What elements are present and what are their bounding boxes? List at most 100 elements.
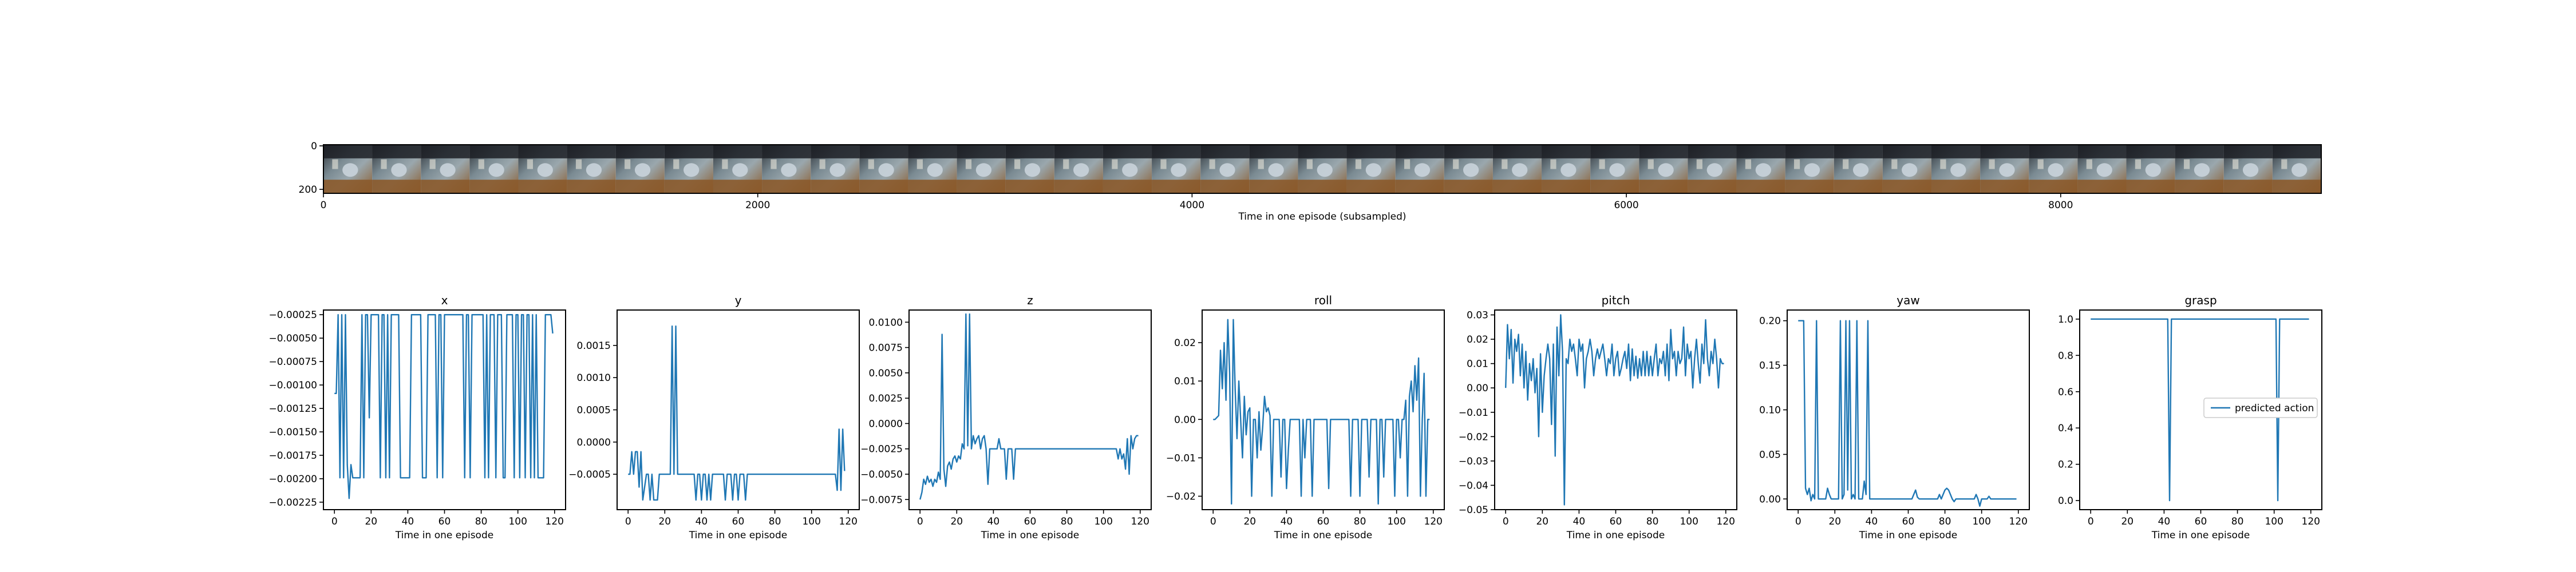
x-tick-label: 60 xyxy=(1317,516,1330,527)
x-axis-label: Time in one episode xyxy=(1566,530,1665,541)
x-tick-label: 120 xyxy=(2009,516,2028,527)
x-tick-label: 20 xyxy=(2121,516,2134,527)
y-tick-label: 0.0005 xyxy=(577,405,611,416)
y-tick-label: −0.0005 xyxy=(568,469,611,480)
filmstrip-frame xyxy=(1200,145,1250,193)
filmstrip-frame xyxy=(2077,145,2127,193)
filmstrip-frame xyxy=(2223,145,2273,193)
filmstrip-frame xyxy=(1590,145,1639,193)
y-tick-label: −0.01 xyxy=(1459,407,1488,419)
filmstrip-frame xyxy=(1249,145,1298,193)
y-tick-label: 0.03 xyxy=(1467,310,1488,321)
y-tick-label: 0.0010 xyxy=(577,372,611,384)
x-tick-label: 60 xyxy=(732,516,745,527)
axes-frame-yaw xyxy=(1787,309,2030,510)
y-tick-label: −0.00150 xyxy=(268,427,317,438)
y-tick-label: 0.10 xyxy=(1759,405,1781,416)
y-tick-label: −0.03 xyxy=(1459,456,1488,467)
y-tick-label: −0.0075 xyxy=(860,494,903,506)
filmstrip-frame xyxy=(1298,145,1347,193)
y-tick-label: −0.00100 xyxy=(268,380,317,391)
y-tick-label: 0.4 xyxy=(2058,423,2073,434)
y-tick-label: 0.0100 xyxy=(869,317,903,328)
x-tick-label: 120 xyxy=(1717,516,1735,527)
y-tick-label: 0.05 xyxy=(1759,449,1781,460)
subplot-grasp: grasp 0 20 40 60 80 100 120 1.0 0.8 0.6 0.4 0.2 0.0 Ti… xyxy=(2058,293,2322,541)
x-tick-label: 0 xyxy=(1503,516,1509,527)
filmstrip-frame xyxy=(908,145,957,193)
x-tick-label: 80 xyxy=(1061,516,1073,527)
episode-filmstrip: 0 2000 4000 6000 8000 0 200 Time in one episod… xyxy=(299,141,2322,223)
filmstrip-frame xyxy=(1980,145,2029,193)
x-tick-label: 80 xyxy=(1939,516,1951,527)
filmstrip-frame xyxy=(1346,145,1396,193)
filmstrip-frame xyxy=(664,145,713,193)
series-line-grasp xyxy=(2091,318,2309,502)
x-tick-label: 100 xyxy=(1094,516,1112,527)
filmstrip-frame xyxy=(1054,145,1103,193)
subplot-title: x xyxy=(441,293,448,307)
filmstrip-frame xyxy=(615,145,665,193)
filmstrip-frames xyxy=(323,145,2321,193)
x-tick-label: 100 xyxy=(1680,516,1698,527)
series-line-z xyxy=(919,313,1139,500)
x-tick-label: 20 xyxy=(658,516,671,527)
x-tick-label: 100 xyxy=(1972,516,1990,527)
filmstrip-frame xyxy=(713,145,762,193)
y-tick-label: 0.0000 xyxy=(869,418,903,430)
x-tick-label: 120 xyxy=(1131,516,1149,527)
x-tick-label: 80 xyxy=(475,516,488,527)
subplot-title: pitch xyxy=(1602,293,1630,307)
axes-frame-y xyxy=(617,309,860,510)
y-tick-label: 0.2 xyxy=(2058,459,2073,471)
filmstrip-frame xyxy=(421,145,470,193)
x-tick-label: 60 xyxy=(438,516,451,527)
y-tick-label: −0.05 xyxy=(1459,505,1488,516)
filmstrip-frame xyxy=(469,145,519,193)
y-tick-label: −0.0050 xyxy=(860,469,903,480)
filmstrip-x-axis-label: Time in one episode (subsampled) xyxy=(1238,211,1406,223)
legend: predicted action xyxy=(2203,398,2318,418)
x-tick-label: 40 xyxy=(1573,516,1586,527)
x-tick-label: 120 xyxy=(546,516,564,527)
filmstrip-frame xyxy=(811,145,860,193)
filmstrip-frame xyxy=(1005,145,1054,193)
x-tick-label: 60 xyxy=(1610,516,1622,527)
filmstrip-y-tick-label: 0 xyxy=(311,141,317,152)
filmstrip-frame xyxy=(323,145,373,193)
x-tick-label: 60 xyxy=(1024,516,1037,527)
filmstrip-frame xyxy=(1492,145,1542,193)
y-tick-label: 0.02 xyxy=(1174,337,1196,349)
filmstrip-frame xyxy=(762,145,811,193)
legend-label: predicted action xyxy=(2235,403,2314,414)
filmstrip-frame xyxy=(2029,145,2078,193)
x-tick-label: 0 xyxy=(625,516,631,527)
y-tick-label: 0.00 xyxy=(1467,383,1488,394)
filmstrip-frame xyxy=(1103,145,1152,193)
y-tick-label: 0.01 xyxy=(1467,359,1488,370)
x-axis-label: Time in one episode xyxy=(2151,530,2250,541)
legend-box xyxy=(2203,398,2318,418)
x-tick-label: 80 xyxy=(1354,516,1366,527)
y-tick-label: −0.0025 xyxy=(860,444,903,455)
y-tick-label: 1.0 xyxy=(2058,314,2073,325)
axes-frame-pitch xyxy=(1494,309,1737,510)
x-tick-label: 120 xyxy=(839,516,858,527)
x-tick-label: 100 xyxy=(802,516,820,527)
filmstrip-x-tick-label: 4000 xyxy=(1180,200,1204,211)
x-tick-label: 80 xyxy=(2231,516,2244,527)
y-tick-label: 0.00 xyxy=(1759,494,1781,505)
filmstrip-frame xyxy=(372,145,421,193)
filmstrip-frame xyxy=(1688,145,1737,193)
series-line-roll xyxy=(1213,319,1430,505)
x-tick-label: 40 xyxy=(1866,516,1878,527)
x-tick-label: 20 xyxy=(1243,516,1256,527)
x-tick-label: 20 xyxy=(365,516,377,527)
y-tick-label: −0.00225 xyxy=(268,497,317,509)
filmstrip-frame xyxy=(957,145,1006,193)
subplot-roll: roll 0 20 40 60 80 100 120 0.02 0.01 0.00 −0.01 −0.0… xyxy=(1166,293,1445,541)
y-tick-label: 0.15 xyxy=(1759,360,1781,372)
filmstrip-frame xyxy=(518,145,567,193)
y-tick-label: −0.01 xyxy=(1166,452,1196,464)
